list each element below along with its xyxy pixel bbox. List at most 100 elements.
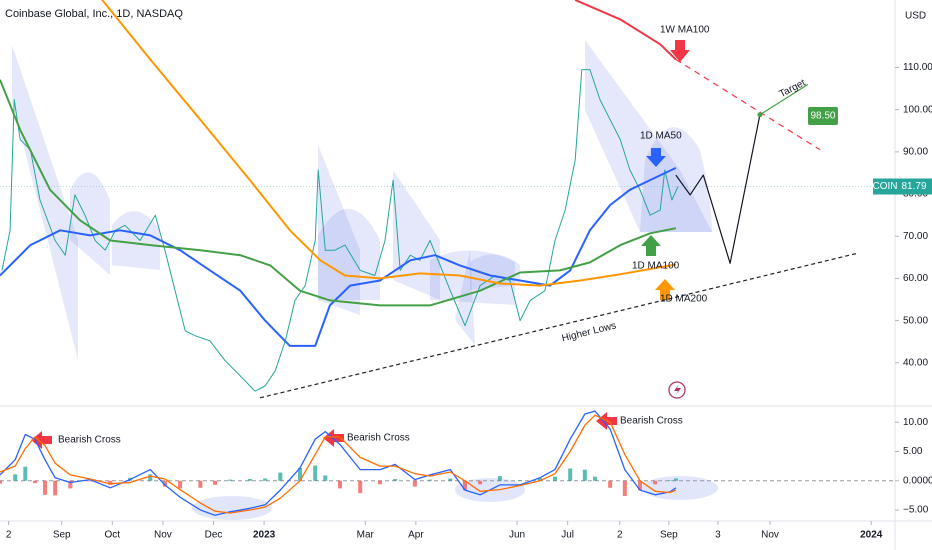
histogram-bar [673,478,678,481]
histogram-bar [582,469,587,481]
histogram-bar [88,480,93,482]
series-line [100,0,677,287]
histogram-bar [263,478,268,481]
pane [0,0,895,399]
histogram-bar [667,480,672,481]
last-price-label: 81.79 [901,181,926,192]
histogram-bar [462,480,467,491]
histogram-bar [393,479,398,481]
annotation: Bearish Cross [620,416,683,427]
x-tick-label: Jun [509,530,525,541]
target-label: 98.50 [810,111,835,122]
x-tick-label: Apr [408,530,424,541]
histogram-bar [568,468,573,481]
series-annotation: 1W MA100 [660,25,710,36]
histogram-bar [358,480,363,494]
x-tick-label: Nov [154,530,172,541]
histogram-bar [553,476,558,481]
series-line [759,83,809,116]
target-box [807,107,838,126]
histogram-bar [518,480,523,481]
x-tick-label: 2 [6,530,12,541]
histogram-bar [213,480,218,485]
histogram-bar [32,480,37,484]
x-tick-label: 3 [715,530,721,541]
x-tick-label: Nov [761,530,779,541]
y-tick-label: 0.0000 [903,475,932,486]
arrows [31,40,690,449]
histogram-bar [148,474,153,481]
y-tick-label: 60.00 [903,273,928,284]
series-line [0,410,677,516]
series-line [0,166,677,347]
histogram-bar [53,480,58,496]
y-tick-label: 110.00 [903,62,932,73]
histogram-bar [68,480,73,489]
pane [0,410,895,516]
y-tick-label: 40.00 [903,357,928,368]
histogram-bar [638,480,643,491]
histogram-bar [247,479,252,481]
histogram-bar [13,474,18,481]
histogram-bar [653,480,658,485]
histogram-bar [377,480,382,485]
y-tick-label: −5.00 [903,505,929,516]
histogram-bar [108,480,113,485]
histogram-bar [592,476,597,481]
series-annotation: 1D MA100 [632,261,680,272]
histogram-bar [337,480,342,489]
y-tick-label: 50.00 [903,315,928,326]
symbol-tag [873,178,897,195]
y-tick-label: 90.00 [903,147,928,158]
target-point [757,112,763,118]
series-line [675,114,761,264]
histogram-bar [228,479,233,481]
x-tick-label: Dec [205,530,223,541]
histogram-bar [43,480,48,495]
histogram-bar [323,475,328,481]
x-tick-label: 2 [617,530,623,541]
histogram-bar [23,466,28,481]
histogram-bar [478,480,483,485]
last-price-tag [897,178,932,195]
histogram-bar [278,472,283,481]
histogram-bar [622,480,627,496]
histogram-bar [412,480,417,487]
histogram-bar [198,480,203,488]
series-line [574,0,677,61]
series-annotation: 1D MA200 [660,294,708,305]
chart-title: Coinbase Global, Inc., 1D, NASDAQ [5,8,183,20]
series-line [0,79,677,307]
histogram-bar [0,480,2,484]
currency-label: USD [905,11,926,22]
y-tick-label: 100.00 [903,104,932,115]
symbol-tag-label: COIN [873,181,898,192]
annotation: Bearish Cross [347,433,410,444]
histogram-bar [162,480,167,487]
x-tick-label: Sep [53,530,71,541]
y-tick-label: 70.00 [903,231,928,242]
series-line [259,252,859,399]
histogram-bar [448,478,453,481]
histogram-bar [178,480,183,489]
x-tick-label: Jul [561,530,574,541]
annotation: Bearish Cross [58,435,121,446]
histogram-bar [298,467,303,481]
x-tick-label: Sep [660,530,678,541]
histogram-bar [428,479,433,481]
price-line [1,69,679,392]
histogram-bar [537,477,542,481]
y-tick-label: 5.00 [903,446,923,457]
x-tick-label: Oct [105,530,121,541]
histogram-bar [608,480,613,488]
histogram-bar [313,465,318,481]
series-line [0,414,677,514]
alert-icon [668,381,686,399]
histogram-bar [497,476,502,481]
x-tick-label: 2023 [253,530,276,541]
y-tick-label: 10.00 [903,417,928,428]
series-annotation: 1D MA50 [640,131,682,142]
x-tick-label: Mar [357,530,375,541]
